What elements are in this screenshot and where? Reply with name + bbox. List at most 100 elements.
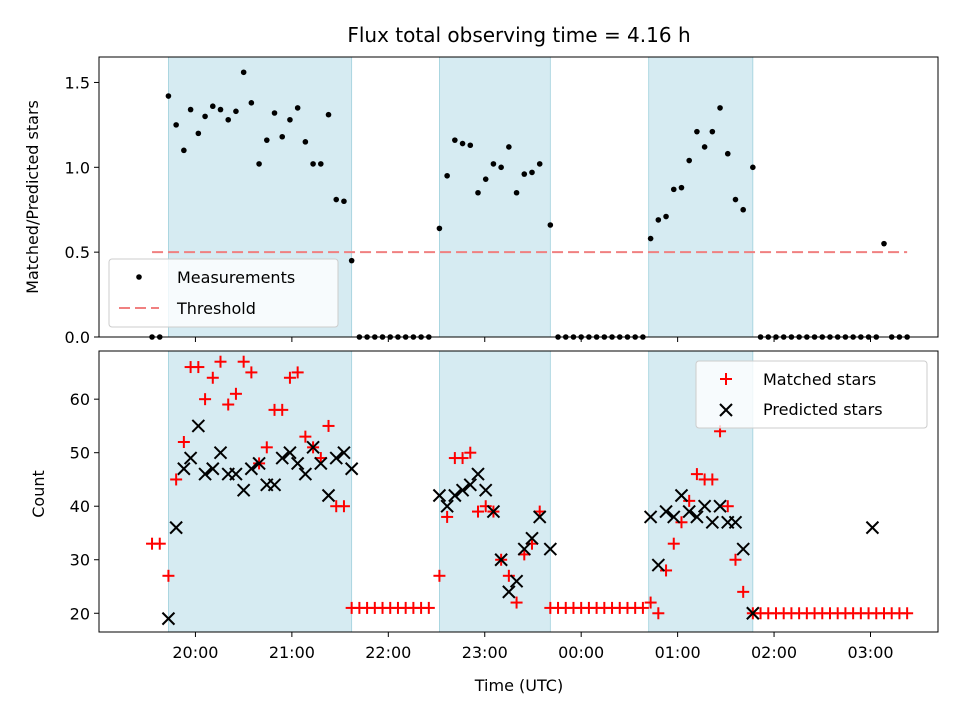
measurement-point bbox=[287, 116, 293, 123]
y-tick-label: 50 bbox=[70, 444, 90, 463]
predicted-star-point bbox=[486, 504, 501, 519]
matched-star-point bbox=[901, 607, 914, 620]
measurement-point bbox=[701, 144, 708, 150]
matched-star-point bbox=[675, 516, 688, 529]
matched-star-point bbox=[214, 355, 227, 368]
predicted-star-point bbox=[329, 451, 343, 465]
predicted-star-point bbox=[533, 510, 547, 524]
measurement-point bbox=[264, 137, 270, 143]
predicted-star-point bbox=[283, 445, 297, 460]
bottom-plot-frame bbox=[98, 350, 939, 633]
matched-star-point bbox=[260, 441, 273, 454]
measurement-point bbox=[536, 161, 543, 167]
top-legend-box bbox=[108, 258, 339, 328]
matched-star-point bbox=[729, 553, 742, 566]
predicted-star-point bbox=[306, 440, 320, 455]
matched-star-point bbox=[170, 473, 183, 486]
measurement-point bbox=[333, 196, 340, 203]
x-axis-ticks: 20:00 21:00 22:00 23:00 00:00 01:00 02:00 03:00 bbox=[172, 632, 894, 662]
x-tick-label: 22:00 bbox=[365, 643, 411, 662]
predicted-star-point bbox=[191, 419, 206, 433]
observing-window-band bbox=[168, 350, 353, 633]
measurement-point bbox=[279, 133, 286, 140]
measurement-point bbox=[256, 161, 262, 167]
predicted-star-point bbox=[713, 499, 727, 513]
measurement-point bbox=[740, 206, 746, 213]
legend-label-predicted-stars: Predicted stars bbox=[763, 400, 883, 419]
matched-star-point bbox=[456, 452, 469, 465]
measurement-point bbox=[217, 106, 224, 113]
matched-star-point bbox=[667, 537, 680, 550]
predicted-star-point bbox=[275, 451, 289, 465]
predicted-star-point bbox=[290, 456, 305, 471]
bottom-legend: Matched stars Predicted stars bbox=[695, 360, 928, 429]
predicted-star-markers bbox=[161, 419, 880, 626]
predicted-star-point bbox=[161, 611, 176, 626]
chart-title: Flux total observing time = 4.16 h bbox=[347, 23, 690, 47]
matched-star-point bbox=[683, 494, 696, 507]
measurement-point bbox=[694, 128, 700, 135]
y-tick-label: 0.0 bbox=[65, 328, 90, 347]
bottom-observing-windows bbox=[168, 350, 754, 633]
matched-star-point bbox=[706, 473, 719, 486]
measurement-point bbox=[225, 116, 232, 123]
x-tick-label: 01:00 bbox=[655, 643, 701, 662]
predicted-star-point bbox=[183, 451, 198, 465]
predicted-star-point bbox=[667, 510, 681, 524]
matched-star-point bbox=[737, 585, 750, 598]
measurement-point bbox=[529, 169, 535, 176]
matched-star-point bbox=[337, 500, 350, 513]
matched-star-point bbox=[690, 468, 703, 481]
predicted-star-point bbox=[314, 456, 328, 471]
matched-star-point bbox=[153, 537, 166, 550]
predicted-star-point bbox=[690, 510, 704, 524]
predicted-star-point bbox=[746, 606, 760, 620]
predicted-star-point bbox=[463, 478, 477, 492]
matched-star-point bbox=[206, 371, 219, 384]
top-legend: Measurements Threshold bbox=[108, 258, 339, 328]
measurement-point bbox=[475, 189, 481, 196]
matched-star-point bbox=[276, 403, 289, 416]
measurement-point bbox=[490, 161, 497, 167]
predicted-star-point bbox=[229, 467, 243, 481]
measurement-point bbox=[310, 161, 316, 167]
predicted-star-point bbox=[432, 488, 447, 503]
predicted-star-point bbox=[169, 520, 183, 535]
measurement-point bbox=[498, 164, 504, 171]
predicted-star-point bbox=[543, 542, 558, 556]
measurement-point bbox=[467, 142, 474, 149]
predicted-star-point bbox=[471, 467, 485, 481]
matched-star-point bbox=[291, 366, 304, 379]
predicted-star-point bbox=[651, 558, 666, 572]
matched-star-point bbox=[471, 505, 484, 518]
matched-star-point bbox=[222, 398, 235, 411]
y-tick-label: 30 bbox=[70, 551, 90, 570]
predicted-star-point bbox=[448, 488, 462, 503]
predicted-star-point bbox=[682, 504, 696, 519]
predicted-star-point bbox=[455, 483, 470, 497]
matched-star-point bbox=[422, 601, 435, 614]
x-tick-label: 03:00 bbox=[847, 643, 893, 662]
y-tick-label: 1.5 bbox=[65, 73, 90, 92]
matched-star-point bbox=[237, 355, 250, 368]
measurement-point bbox=[670, 186, 677, 193]
top-x-ticks bbox=[194, 337, 871, 342]
measurement-point bbox=[325, 111, 332, 118]
predicted-star-point bbox=[344, 462, 359, 476]
observing-window-band bbox=[439, 56, 551, 338]
measurement-point bbox=[663, 213, 669, 220]
top-y-axis-label: Matched/Predicted stars bbox=[23, 100, 42, 294]
x-tick-label: 21:00 bbox=[269, 643, 315, 662]
matched-star-point bbox=[652, 607, 665, 620]
measurement-point bbox=[686, 157, 692, 164]
measurement-point bbox=[513, 189, 520, 196]
predicted-star-point bbox=[525, 531, 539, 546]
top-observing-windows bbox=[168, 56, 754, 338]
predicted-star-point bbox=[728, 515, 743, 529]
measurement-point bbox=[881, 240, 887, 247]
measurement-point bbox=[233, 108, 239, 115]
predicted-star-point bbox=[659, 504, 673, 519]
y-tick-label: 0.5 bbox=[65, 243, 90, 262]
x-tick-label: 20:00 bbox=[172, 643, 218, 662]
matched-star-point bbox=[464, 446, 477, 459]
